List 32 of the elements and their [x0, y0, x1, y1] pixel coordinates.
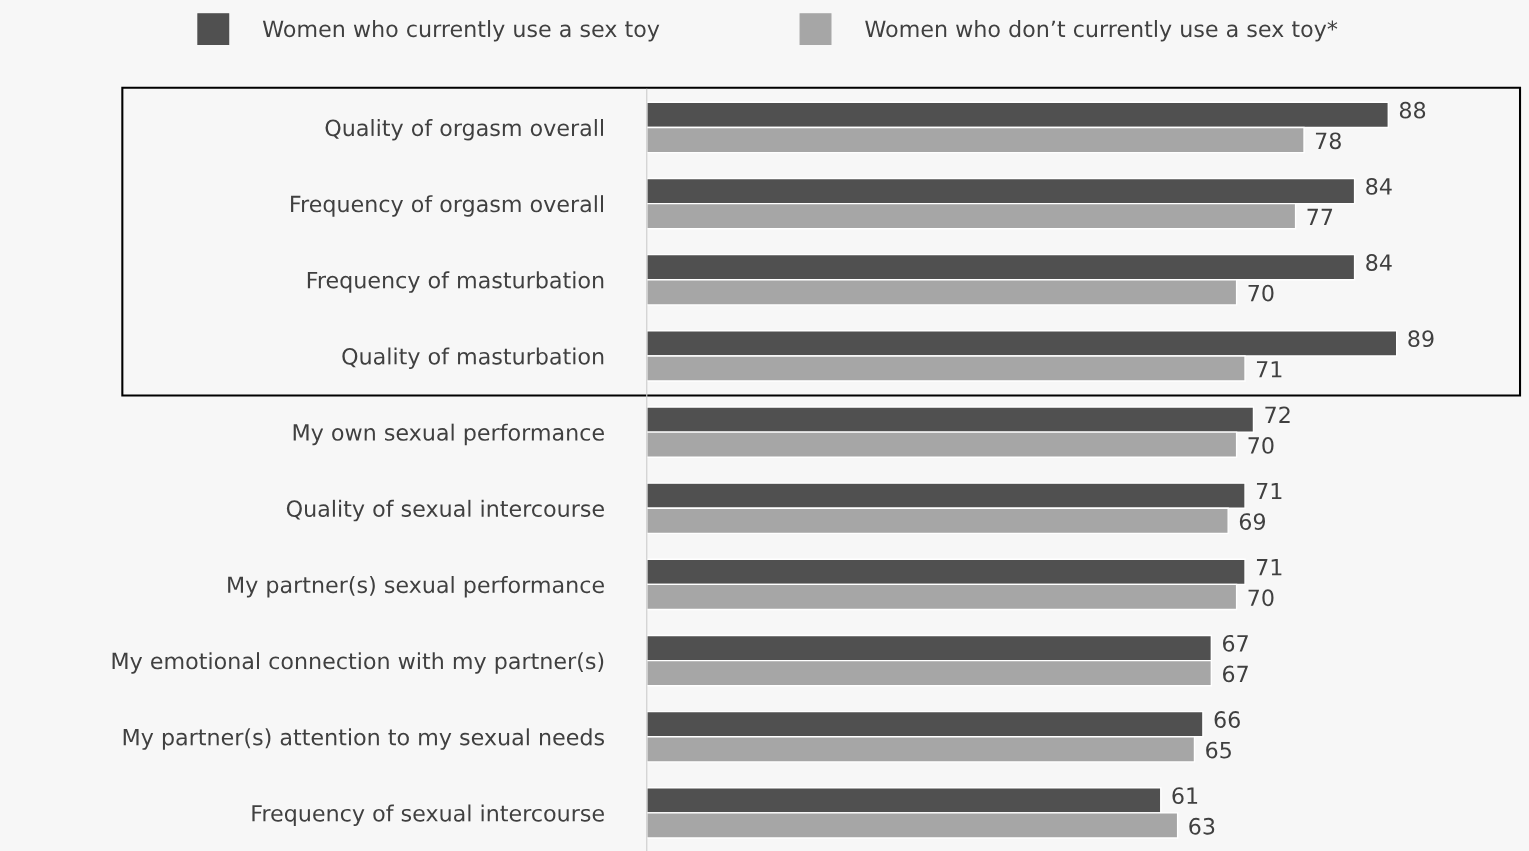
y-tick-label: My emotional connection with my partner(s) [112, 652, 604, 674]
data-label: 65 [1206, 741, 1231, 759]
data-label: 69 [1239, 513, 1266, 531]
data-label: 71 [1256, 482, 1282, 500]
legend-label: Women who don’t currently use a sex toy* [865, 20, 1338, 42]
y-tick-label: Quality of sexual intercourse [286, 499, 604, 522]
data-label: 63 [1189, 817, 1215, 835]
data-label: 78 [1315, 132, 1341, 150]
data-label: 67 [1222, 634, 1248, 652]
y-tick-label: Frequency of masturbation [307, 271, 604, 293]
y-tick-label: My partner(s) sexual performance [228, 575, 604, 598]
y-tick-label: My own sexual performance [293, 423, 604, 446]
data-label: 70 [1248, 589, 1274, 607]
data-label: 61 [1172, 787, 1198, 805]
y-tick-label: Frequency of orgasm overall [291, 195, 604, 217]
data-label: 89 [1408, 330, 1434, 348]
data-label: 72 [1265, 406, 1290, 423]
y-tick-label: Quality of orgasm overall [325, 118, 604, 141]
data-label: 88 [1399, 101, 1426, 119]
data-label: 84 [1366, 254, 1392, 271]
data-label: 70 [1248, 437, 1274, 454]
data-label: 84 [1366, 177, 1392, 195]
data-label: 70 [1248, 284, 1274, 302]
data-label: 71 [1256, 559, 1282, 576]
data-label: 71 [1256, 361, 1282, 378]
legend-label: Women who currently use a sex toy [262, 20, 660, 42]
data-label: 67 [1222, 665, 1248, 683]
data-label: 77 [1307, 208, 1333, 226]
y-tick-label: Frequency of sexual intercourse [252, 804, 604, 826]
y-tick-label: Quality of masturbation [342, 347, 604, 369]
y-tick-label: My partner(s) attention to my sexual needs [123, 728, 605, 750]
data-label: 66 [1214, 711, 1240, 728]
